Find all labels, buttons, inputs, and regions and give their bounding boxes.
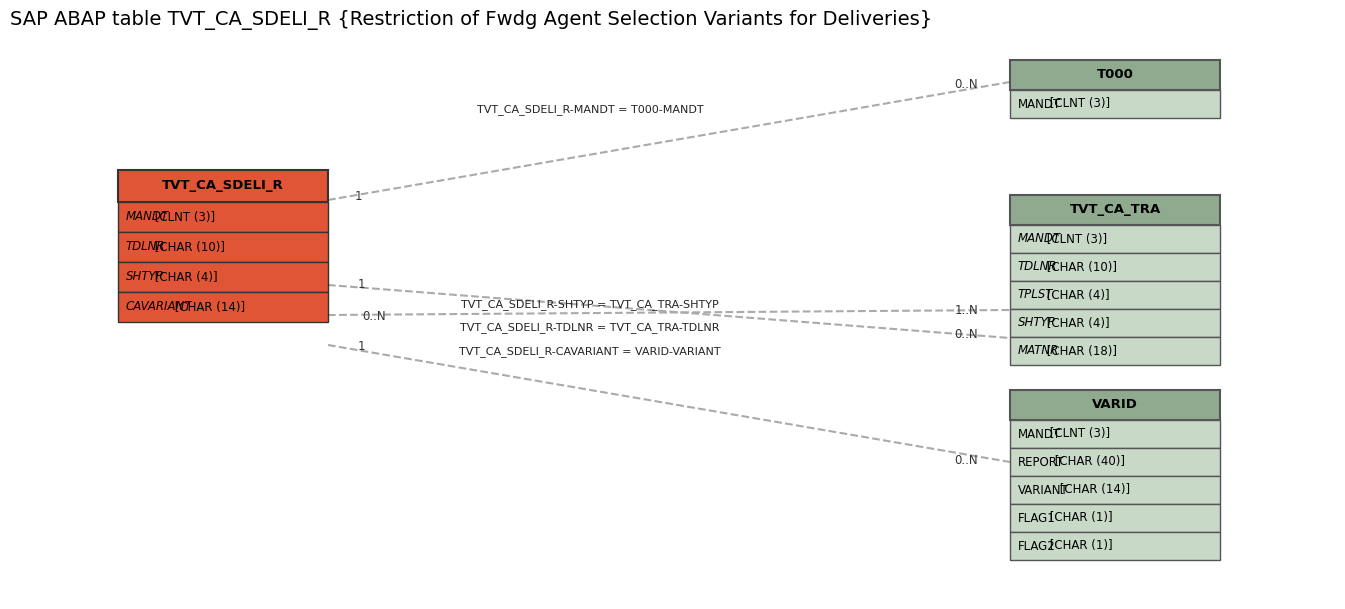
Bar (1010, 60, 1220, 90)
Text: CAVARIANT: CAVARIANT (126, 300, 192, 314)
Text: SHTYP: SHTYP (126, 270, 164, 284)
Text: 0..N: 0..N (955, 77, 978, 91)
Text: 0..N: 0..N (955, 328, 978, 342)
Bar (1010, 337, 1220, 365)
Bar (1010, 225, 1220, 253)
Text: T000: T000 (1096, 68, 1134, 82)
Text: TVT_CA_SDELI_R-CAVARIANT = VARID-VARIANT: TVT_CA_SDELI_R-CAVARIANT = VARID-VARIANT (459, 347, 721, 357)
Bar (1010, 504, 1220, 532)
Text: [CHAR (40)]: [CHAR (40)] (1050, 456, 1124, 468)
Text: TDLNR: TDLNR (1018, 261, 1057, 273)
Text: MANDT: MANDT (1018, 97, 1061, 110)
Text: VARID: VARID (1092, 398, 1138, 412)
Bar (1010, 309, 1220, 337)
Bar (118, 170, 328, 202)
Text: 1: 1 (355, 191, 363, 203)
Text: [CLNT (3)]: [CLNT (3)] (151, 211, 215, 224)
Bar (1010, 420, 1220, 448)
Bar (1010, 195, 1220, 225)
Text: TVT_CA_SDELI_R-MANDT = T000-MANDT: TVT_CA_SDELI_R-MANDT = T000-MANDT (476, 105, 703, 116)
Text: [CHAR (14)]: [CHAR (14)] (1057, 484, 1131, 496)
Text: TDLNR: TDLNR (126, 241, 165, 253)
Bar (118, 232, 328, 262)
Text: [CHAR (14)]: [CHAR (14)] (171, 300, 245, 314)
Text: [CHAR (4)]: [CHAR (4)] (1042, 317, 1110, 329)
Text: TVT_CA_SDELI_R: TVT_CA_SDELI_R (163, 180, 284, 192)
Bar (118, 292, 328, 322)
Text: [CHAR (1)]: [CHAR (1)] (1045, 512, 1112, 524)
Bar (118, 262, 328, 292)
Text: SAP ABAP table TVT_CA_SDELI_R {Restriction of Fwdg Agent Selection Variants for : SAP ABAP table TVT_CA_SDELI_R {Restricti… (9, 10, 932, 30)
Text: FLAG2: FLAG2 (1018, 540, 1056, 552)
Bar (1010, 532, 1220, 560)
Text: 1: 1 (358, 278, 366, 290)
Text: [CHAR (10)]: [CHAR (10)] (151, 241, 225, 253)
Bar (1010, 476, 1220, 504)
Text: [CLNT (3)]: [CLNT (3)] (1045, 428, 1110, 440)
Text: 0..N: 0..N (362, 309, 386, 323)
Bar (1010, 281, 1220, 309)
Text: [CHAR (1)]: [CHAR (1)] (1045, 540, 1112, 552)
Text: MATNR: MATNR (1018, 345, 1060, 357)
Text: MANDT: MANDT (126, 211, 169, 224)
Text: TVT_CA_SDELI_R-SHTYP = TVT_CA_TRA-SHTYP: TVT_CA_SDELI_R-SHTYP = TVT_CA_TRA-SHTYP (461, 300, 718, 311)
Text: [CHAR (18)]: [CHAR (18)] (1042, 345, 1116, 357)
Text: [CHAR (4)]: [CHAR (4)] (151, 270, 218, 284)
Bar (1010, 390, 1220, 420)
Text: [CHAR (10)]: [CHAR (10)] (1042, 261, 1116, 273)
Bar (118, 202, 328, 232)
Text: SHTYP: SHTYP (1018, 317, 1056, 329)
Text: [CHAR (4)]: [CHAR (4)] (1042, 289, 1110, 301)
Text: [CLNT (3)]: [CLNT (3)] (1045, 97, 1110, 110)
Text: 0..N: 0..N (955, 454, 978, 466)
Text: MANDT: MANDT (1018, 233, 1061, 245)
Text: TVT_CA_TRA: TVT_CA_TRA (1069, 203, 1161, 217)
Text: TPLST: TPLST (1018, 289, 1053, 301)
Text: FLAG1: FLAG1 (1018, 512, 1056, 524)
Bar (1010, 90, 1220, 118)
Text: 1..N: 1..N (954, 304, 978, 317)
Bar (1010, 448, 1220, 476)
Text: [CLNT (3)]: [CLNT (3)] (1042, 233, 1107, 245)
Text: MANDT: MANDT (1018, 428, 1061, 440)
Text: VARIANT: VARIANT (1018, 484, 1069, 496)
Bar (1010, 253, 1220, 281)
Text: 1: 1 (358, 340, 366, 353)
Text: TVT_CA_SDELI_R-TDLNR = TVT_CA_TRA-TDLNR: TVT_CA_SDELI_R-TDLNR = TVT_CA_TRA-TDLNR (460, 323, 720, 334)
Text: REPORT: REPORT (1018, 456, 1064, 468)
